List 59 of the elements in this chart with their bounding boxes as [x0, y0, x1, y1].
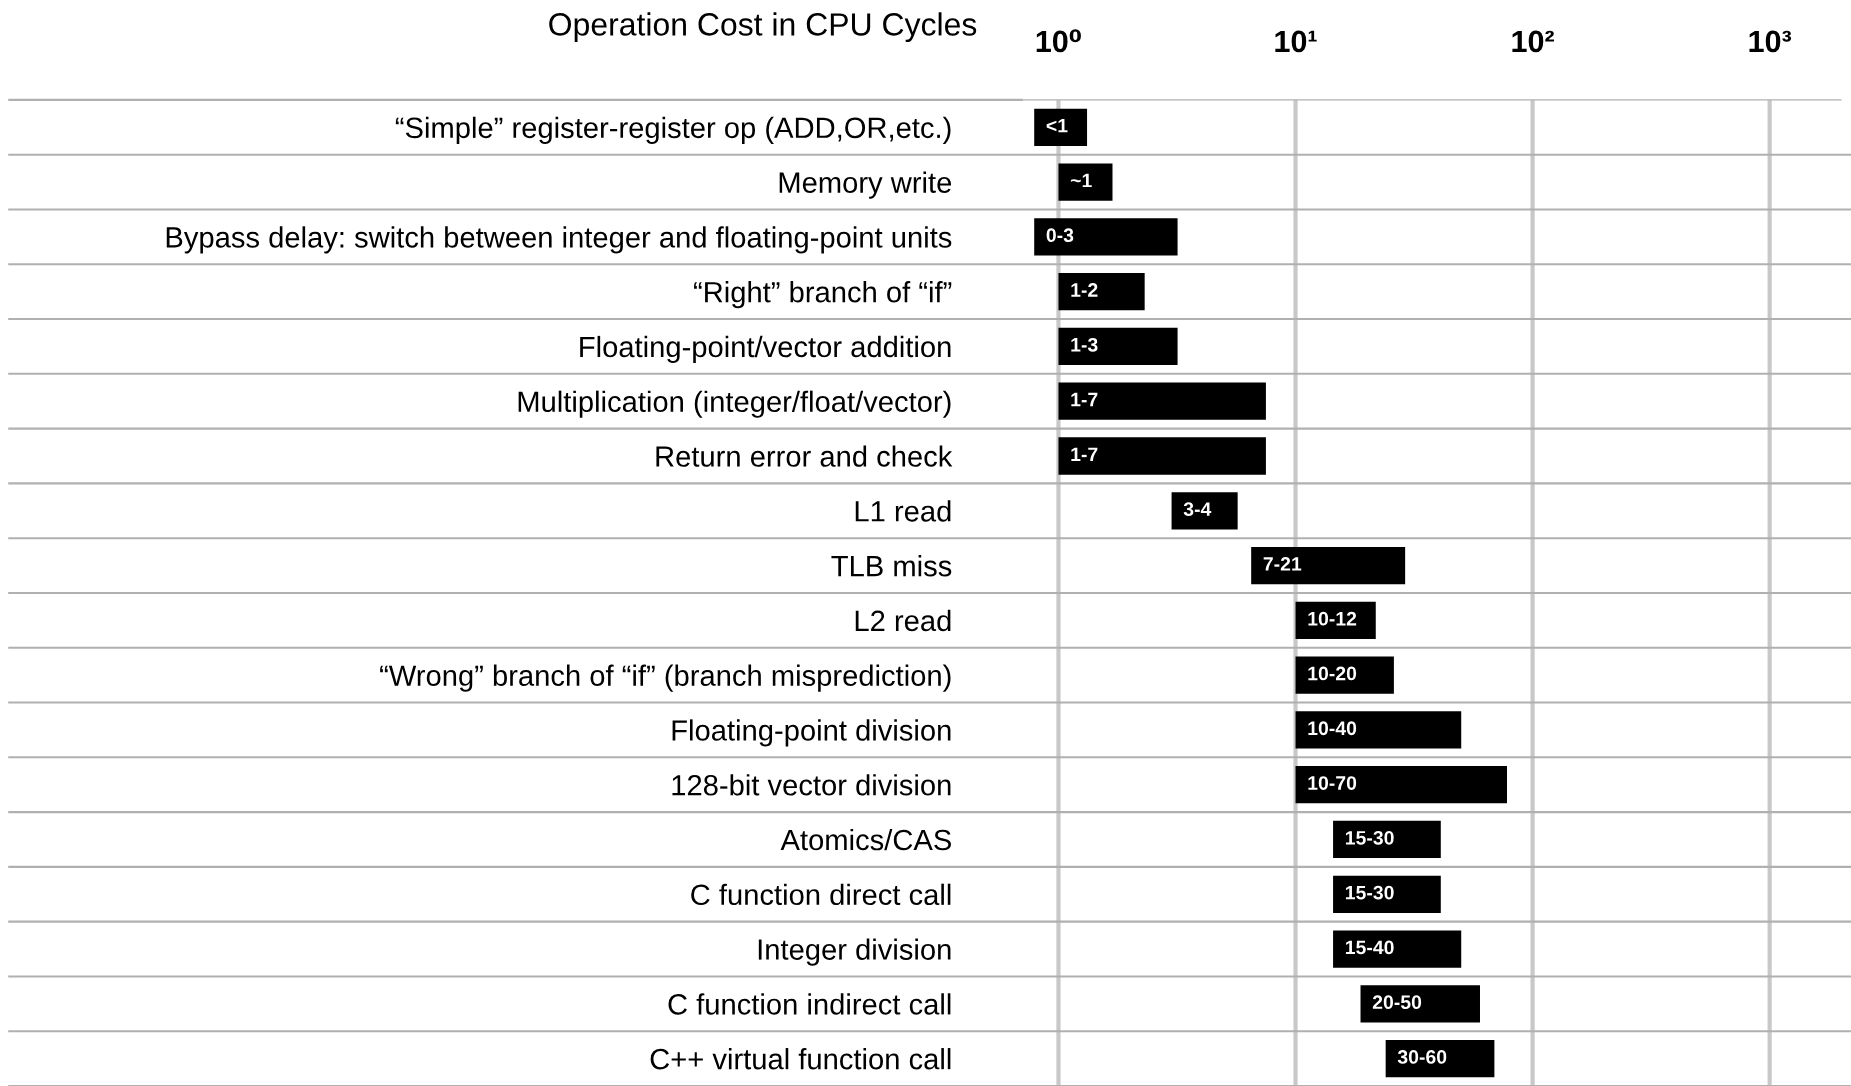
bar	[1058, 327, 1178, 366]
data-label: 0-3	[1046, 228, 1074, 243]
y-tick-label: C function indirect call	[668, 993, 951, 1015]
data-label: 1-7	[1071, 392, 1098, 407]
data-label: 3-4	[1183, 502, 1212, 517]
bar	[1295, 656, 1394, 694]
y-tick-label: “Wrong” branch of “if” (branch misprediction)	[380, 664, 951, 692]
y-tick-label: Floating-point division	[672, 719, 951, 747]
data-label: 7-21	[1263, 557, 1302, 571]
bar	[1333, 875, 1441, 913]
y-tick-label: Multiplication (integer/float/vector)	[518, 390, 951, 418]
y-tick-label: Return error and check	[656, 445, 953, 467]
y-tick-label: L2 read	[855, 609, 951, 632]
data-label: 15-30	[1345, 830, 1394, 845]
text: Operation Cost in CPU Cycles	[549, 12, 977, 43]
bar	[1385, 1039, 1495, 1078]
data-label: 15-30	[1345, 885, 1394, 900]
bar	[1251, 546, 1406, 585]
y-tick-label: L1 read	[855, 500, 951, 522]
bar	[1058, 163, 1113, 201]
data-label: 30-60	[1397, 1050, 1447, 1064]
data-label: 1-3	[1071, 337, 1098, 352]
bar	[1034, 108, 1088, 146]
data-label: 20-50	[1372, 995, 1422, 1010]
bar	[1295, 601, 1376, 639]
y-tick-label: Floating-point/vector addition	[580, 335, 951, 364]
data-label: 10-12	[1308, 611, 1357, 626]
bar	[1360, 985, 1480, 1023]
data-label: <1	[1046, 118, 1068, 133]
data-label: ~1	[1070, 173, 1092, 188]
y-tick-label: TLB miss	[831, 555, 952, 577]
y-tick-label: Integer division	[758, 938, 951, 966]
data-label: 10-70	[1308, 776, 1357, 790]
bar	[1295, 766, 1508, 804]
y-tick-label: “Right” branch of “if”	[694, 281, 952, 309]
bar	[1058, 382, 1266, 420]
bar	[1333, 820, 1441, 859]
y-tick-label: 128-bit vector division	[672, 774, 951, 796]
y-tick-label: Bypass delay: switch between integer and floating-point units	[166, 226, 952, 254]
data-label: 10-40	[1308, 721, 1357, 736]
data-label: 15-40	[1345, 940, 1394, 955]
bar	[1034, 218, 1178, 256]
y-tick-label: C function direct call	[691, 883, 951, 906]
bar	[1058, 273, 1145, 311]
y-tick-label: Atomics/CAS	[780, 828, 951, 851]
data-label: 1-2	[1071, 283, 1098, 297]
data-label: 10-20	[1308, 666, 1357, 681]
bar	[1333, 930, 1462, 968]
bar	[1295, 711, 1462, 749]
data-label: 1-7	[1071, 447, 1098, 462]
x-tick-label: 10¹	[1275, 30, 1317, 53]
y-tick-label: C++ virtual function call	[650, 1048, 951, 1070]
bar	[1171, 492, 1238, 530]
x-tick-label: 10³	[1749, 30, 1792, 53]
x-tick-label: 10⁰	[1036, 29, 1081, 53]
x-tick-label: 10²	[1512, 30, 1555, 53]
bar	[1058, 437, 1266, 475]
y-tick-label: “Simple” register-register op (ADD,OR,etc.)	[395, 116, 951, 144]
y-tick-label: Memory write	[779, 171, 952, 199]
